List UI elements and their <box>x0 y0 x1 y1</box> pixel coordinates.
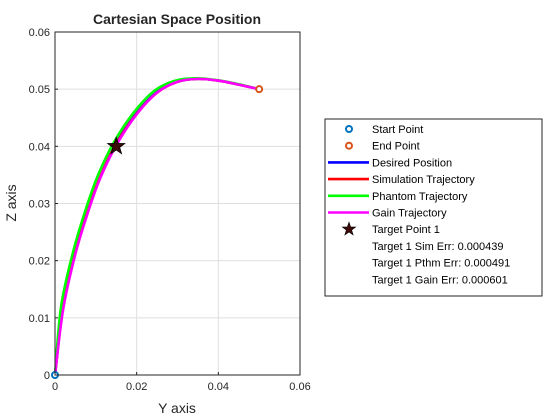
y-tick-label: 0 <box>44 370 50 382</box>
legend-label: End Point <box>372 141 420 153</box>
legend-symbol-target-point-1 <box>341 221 357 236</box>
y-tick-label: 0.01 <box>29 313 50 325</box>
y-tick-label: 0.04 <box>29 141 50 153</box>
legend: Start Point End Point Desired Position Simu… <box>324 118 543 297</box>
plot-area: 0 0.02 0.04 0.06 0 0.01 0.02 0.03 0.04 0.05 0.06 <box>29 27 311 393</box>
legend-label: Target Point 1 <box>372 224 440 236</box>
axes-box <box>54 31 301 376</box>
x-tick-label: 0.06 <box>289 381 310 393</box>
legend-label: Phantom Trajectory <box>372 191 468 203</box>
y-tick-label: 0.05 <box>29 84 50 96</box>
legend-label: Desired Position <box>372 157 452 169</box>
marker-end-point <box>255 85 264 94</box>
y-tick-label: 0.06 <box>29 27 50 39</box>
x-tick-label: 0 <box>52 381 58 393</box>
legend-symbol-start-point <box>345 125 353 133</box>
y-tick-label: 0.02 <box>29 256 50 268</box>
y-tick-label: 0.03 <box>29 199 50 211</box>
legend-label: Target 1 Gain Err: 0.000601 <box>372 274 508 286</box>
legend-label: Target 1 Pthm Err: 0.000491 <box>372 258 510 270</box>
legend-box <box>324 118 543 297</box>
legend-symbol-end-point <box>345 141 353 150</box>
legend-label: Target 1 Sim Err: 0.000439 <box>372 241 503 253</box>
x-tick-label: 0.02 <box>126 381 147 393</box>
x-tick-label: 0.04 <box>208 381 229 393</box>
marker-target-point-1 <box>106 136 126 155</box>
legend-label: Gain Trajectory <box>372 208 447 220</box>
legend-label: Simulation Trajectory <box>372 174 475 186</box>
legend-label: Start Point <box>372 124 423 136</box>
chart-title: Cartesian Space Position <box>93 11 261 27</box>
y-axis-label: Z axis <box>3 184 19 221</box>
series-line-gain-trajectory <box>53 77 261 377</box>
x-axis-label: Y axis <box>158 400 196 416</box>
